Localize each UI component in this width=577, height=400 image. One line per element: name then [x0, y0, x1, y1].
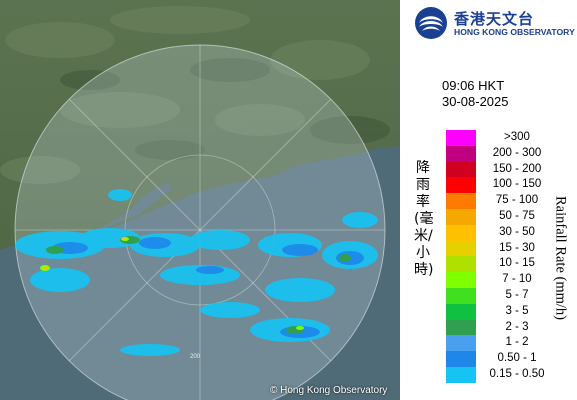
legend-row: 100 - 150 — [446, 177, 576, 194]
legend-label: 50 - 75 — [499, 209, 535, 222]
legend-row: 30 - 50 — [446, 224, 576, 241]
rain-echoes — [15, 189, 378, 356]
legend-swatch — [446, 366, 476, 383]
legend-row: 150 - 200 — [446, 161, 576, 178]
legend-swatch — [446, 208, 476, 225]
info-panel: 香港天文台 HONG KONG OBSERVATORY 09:06 HKT 30… — [400, 0, 577, 400]
legend-swatch — [446, 177, 476, 194]
radar-map: 200 © Hong Kong Observatory — [0, 0, 400, 400]
legend-label: 75 - 100 — [495, 194, 539, 207]
observation-date: 30-08-2025 — [442, 94, 509, 109]
radar-range-circle — [14, 44, 386, 400]
legend-title-chinese: 降雨率(毫米/小時) — [414, 160, 434, 278]
copyright-notice: © Hong Kong Observatory — [270, 385, 388, 396]
legend-label: 7 - 10 — [502, 273, 532, 286]
legend-label: 100 - 150 — [492, 178, 542, 191]
rainfall-legend: >300 200 - 300 150 - 200 100 - 150 75 - 100 5… — [446, 130, 576, 383]
legend-row: 7 - 10 — [446, 272, 576, 288]
legend-label: 2 - 3 — [505, 320, 529, 333]
observation-time: 09:06 HKT — [442, 78, 505, 93]
legend-row: 3 - 5 — [446, 303, 576, 320]
legend-swatch — [446, 256, 476, 273]
legend-row: 5 - 7 — [446, 287, 576, 304]
hko-logo: 香港天文台 HONG KONG OBSERVATORY — [414, 6, 575, 40]
legend-row: 2 - 3 — [446, 319, 576, 336]
legend-label: 30 - 50 — [499, 225, 535, 238]
legend-row: 15 - 30 — [446, 240, 576, 257]
legend-row: 0.50 - 1 — [446, 351, 576, 367]
legend-label: 0.50 - 1 — [497, 352, 537, 365]
legend-swatch — [446, 161, 476, 178]
legend-label: 10 - 15 — [499, 257, 535, 270]
legend-swatch — [446, 240, 476, 257]
legend-swatch — [446, 351, 476, 367]
legend-title-english: Rainfall Rate (mm/h) — [550, 165, 570, 350]
logo-english-name: HONG KONG OBSERVATORY — [454, 27, 575, 37]
legend-row: 75 - 100 — [446, 193, 576, 209]
legend-swatch — [446, 303, 476, 320]
legend-row: 50 - 75 — [446, 208, 576, 225]
legend-row: 1 - 2 — [446, 335, 576, 352]
legend-label: 200 - 300 — [492, 146, 542, 159]
legend-row: 200 - 300 — [446, 145, 576, 162]
legend-swatch — [446, 335, 476, 352]
legend-swatch — [446, 287, 476, 304]
legend-swatch — [446, 319, 476, 336]
legend-row: 0.15 - 0.50 — [446, 366, 576, 383]
legend-label: 1 - 2 — [505, 336, 529, 349]
legend-swatch — [446, 145, 476, 162]
legend-row: >300 — [446, 130, 576, 146]
logo-chinese-name: 香港天文台 — [454, 10, 535, 28]
range-label: 200 — [190, 354, 201, 360]
legend-swatch — [446, 130, 476, 146]
legend-title-english-text: Rainfall Rate (mm/h) — [552, 195, 569, 320]
legend-label: 15 - 30 — [499, 241, 535, 254]
legend-label: 150 - 200 — [492, 162, 542, 175]
legend-label: 3 - 5 — [505, 304, 529, 317]
legend-label: >300 — [504, 131, 530, 143]
legend-label: 0.15 - 0.50 — [489, 367, 545, 380]
legend-label: 5 - 7 — [505, 288, 529, 301]
legend-swatch — [446, 193, 476, 209]
hko-logo-icon — [415, 7, 447, 39]
legend-swatch — [446, 224, 476, 241]
legend-row: 10 - 15 — [446, 256, 576, 273]
legend-swatch — [446, 272, 476, 288]
